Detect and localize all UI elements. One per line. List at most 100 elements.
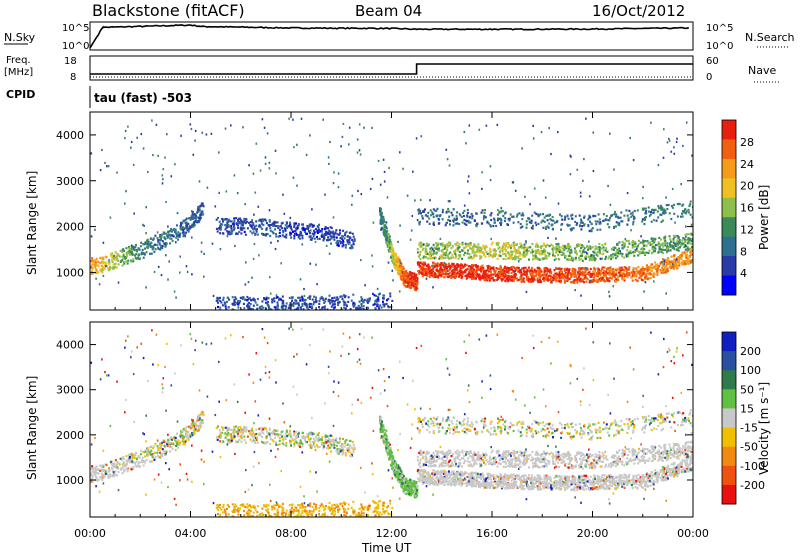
power-cell — [579, 191, 582, 194]
power-cell — [129, 250, 132, 254]
power-cell — [499, 251, 501, 254]
power-cell — [226, 225, 229, 228]
power-cell — [454, 271, 457, 274]
power-cell — [593, 280, 596, 283]
power-cell — [200, 241, 203, 244]
power-cell — [462, 214, 465, 218]
power-cell — [308, 225, 311, 228]
power-cell — [572, 281, 575, 284]
power-cell — [221, 312, 223, 314]
power-cell — [585, 245, 588, 248]
power-cell — [504, 258, 507, 261]
velocity-cell — [160, 443, 163, 447]
power-cell — [685, 212, 688, 215]
power-cell — [494, 272, 496, 275]
power-cell — [567, 258, 570, 261]
power-cell — [621, 276, 624, 279]
power-cell — [197, 210, 200, 213]
power-cell — [652, 272, 655, 275]
power-cell — [490, 212, 493, 215]
power-cell — [342, 235, 344, 238]
power-cell — [428, 253, 431, 256]
power-cell — [398, 259, 401, 262]
power-cell — [254, 301, 257, 304]
power-cell — [462, 266, 465, 269]
power-cell — [324, 297, 327, 300]
power-cell — [500, 222, 503, 225]
power-cell — [235, 312, 237, 314]
power-cell — [608, 267, 610, 270]
power-cell — [557, 247, 560, 250]
power-cell — [389, 242, 392, 245]
power-cell — [587, 218, 590, 221]
power-cell — [278, 234, 281, 238]
power-cell — [90, 152, 93, 155]
power-cell — [487, 264, 490, 268]
power-cell — [428, 217, 431, 220]
power-cell — [588, 246, 590, 249]
power-cell — [180, 221, 182, 225]
power-cell — [579, 195, 582, 198]
power-cell — [497, 254, 500, 257]
power-cell — [491, 241, 494, 244]
power-cell — [382, 232, 385, 235]
power-cell — [591, 246, 594, 249]
power-cell — [477, 246, 480, 249]
freq-tick-bottom: 8 — [70, 72, 76, 83]
power-cell — [296, 143, 298, 146]
power-cell — [604, 242, 607, 245]
power-cell — [460, 270, 463, 273]
power-cell — [677, 247, 680, 250]
power-cell — [232, 228, 235, 231]
power-cell — [95, 269, 98, 272]
power-cell — [465, 223, 468, 226]
power-cell — [629, 212, 632, 215]
power-cell — [345, 304, 348, 308]
power-cell — [274, 247, 277, 251]
power-cell — [673, 254, 676, 257]
power-cell — [530, 269, 533, 272]
power-cell — [456, 241, 459, 244]
power-cell — [194, 217, 197, 220]
power-cell — [582, 245, 585, 248]
power-cell — [228, 298, 231, 301]
power-cell — [406, 272, 409, 275]
power-cell — [659, 206, 662, 210]
power-cell — [233, 223, 235, 226]
power-cell — [628, 209, 631, 212]
power-cell — [303, 302, 306, 305]
power-cell — [244, 222, 247, 225]
power-cell — [664, 264, 667, 267]
power-cell — [543, 248, 546, 251]
power-cell — [338, 240, 341, 243]
power-cell — [481, 171, 483, 174]
power-cell — [621, 240, 624, 243]
power-cell — [588, 214, 591, 217]
power-cell — [643, 207, 645, 210]
power-cell — [534, 249, 537, 252]
power-cell — [520, 272, 523, 275]
power-cell — [282, 301, 285, 304]
power-cell — [172, 229, 175, 232]
power-cell — [289, 216, 292, 219]
power-cell — [366, 308, 369, 310]
power-cell — [613, 254, 616, 257]
power-cell — [353, 239, 356, 242]
power-cell — [216, 299, 218, 302]
power-cell — [631, 246, 634, 249]
power-cell — [254, 228, 257, 231]
power-cell — [574, 270, 576, 273]
power-cell — [527, 249, 530, 252]
power-cell — [436, 207, 439, 210]
power-cell — [634, 249, 637, 252]
power-cell — [430, 272, 433, 275]
power-cell — [350, 299, 353, 302]
power-cell — [145, 251, 148, 254]
power-cell — [451, 265, 454, 268]
power-cell — [451, 272, 454, 276]
power-cell — [425, 250, 428, 253]
power-cell — [512, 265, 515, 268]
velocity-cell — [199, 423, 202, 426]
power-cell — [632, 159, 635, 162]
power-cell — [455, 218, 458, 221]
